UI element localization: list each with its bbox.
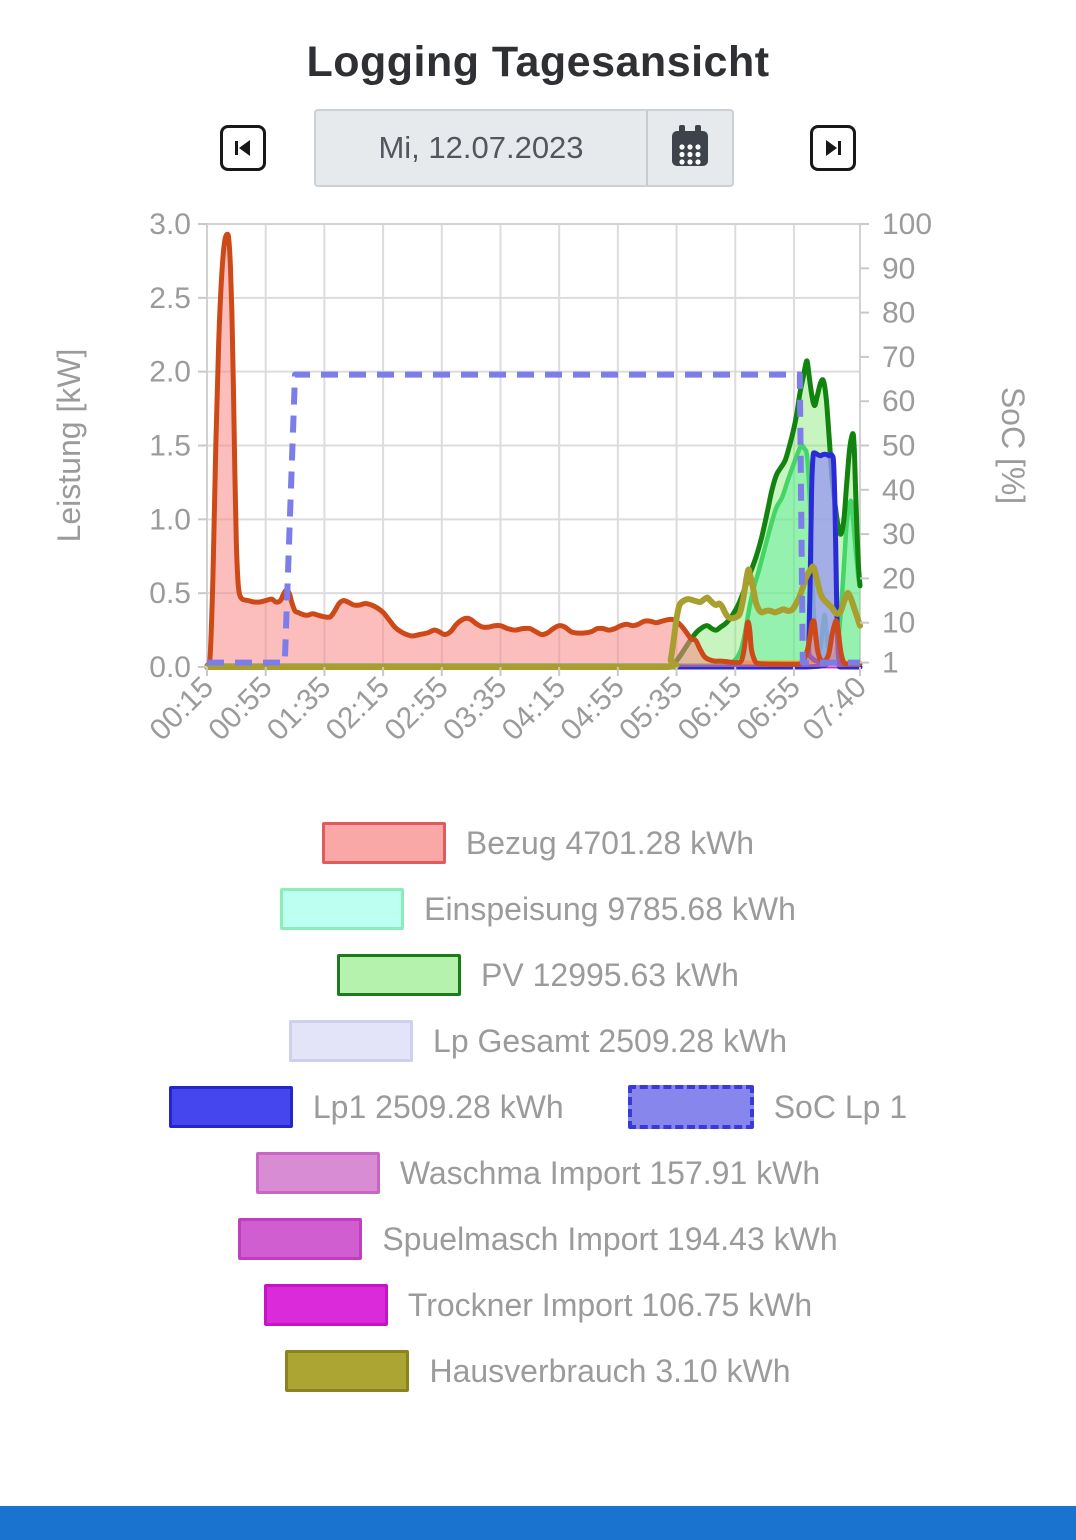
legend-item[interactable]: Lp Gesamt 2509.28 kWh — [289, 1020, 787, 1062]
y-left-axis-title: Leistung [kW] — [51, 349, 87, 543]
y-left-tick-label: 0.5 — [149, 577, 191, 610]
legend-label: PV 12995.63 kWh — [481, 956, 739, 993]
legend-item[interactable]: Einspeisung 9785.68 kWh — [280, 888, 796, 930]
legend-swatch — [168, 1086, 293, 1128]
arrow-left-icon — [231, 136, 255, 160]
date-picker: Mi, 12.07.2023 — [0, 109, 1076, 187]
legend-item[interactable]: PV 12995.63 kWh — [337, 954, 739, 996]
y-right-tick-label: 90 — [882, 252, 915, 285]
legend-row: Lp Gesamt 2509.28 kWh — [0, 1008, 1076, 1074]
legend-row: PV 12995.63 kWh — [0, 942, 1076, 1008]
legend-label: Lp Gesamt 2509.28 kWh — [433, 1022, 787, 1059]
y-right-tick-label: 60 — [882, 385, 915, 418]
y-right-tick-label: 1 — [882, 647, 899, 680]
x-tick-label: 06:55 — [730, 671, 806, 747]
date-value[interactable]: Mi, 12.07.2023 — [378, 130, 584, 165]
chart-legend: Bezug 4701.28 kWh Einspeisung 9785.68 kWh… — [0, 810, 1076, 1404]
calendar-button[interactable] — [646, 111, 732, 185]
legend-label: Hausverbrauch 3.10 kWh — [429, 1352, 791, 1389]
legend-item[interactable]: Lp1 2509.28 kWh — [168, 1086, 564, 1128]
legend-item[interactable]: SoC Lp 1 — [627, 1085, 908, 1129]
y-left-tick-label: 2.5 — [149, 282, 191, 315]
legend-swatch — [255, 1152, 380, 1194]
legend-item[interactable]: Waschma Import 157.91 kWh — [255, 1152, 821, 1194]
legend-label: Einspeisung 9785.68 kWh — [424, 890, 796, 927]
legend-label: Bezug 4701.28 kWh — [465, 824, 755, 861]
legend-swatch — [263, 1284, 388, 1326]
series-line-hausverbrauch — [204, 563, 863, 670]
y-right-tick-label: 100 — [882, 208, 932, 241]
legend-label: Waschma Import 157.91 kWh — [399, 1154, 821, 1191]
y-left-tick-label: 3.0 — [149, 208, 191, 241]
footer-bar — [0, 1506, 1076, 1540]
previous-day-button[interactable] — [220, 125, 266, 171]
x-tick-label: 04:15 — [496, 671, 572, 747]
legend-label: SoC Lp 1 — [773, 1088, 908, 1125]
legend-row: Spuelmasch Import 194.43 kWh — [0, 1206, 1076, 1272]
series-line-soc-lp-1 — [207, 371, 860, 666]
legend-swatch — [321, 822, 446, 864]
x-tick-label: 00:55 — [202, 671, 278, 747]
date-field[interactable]: Mi, 12.07.2023 — [314, 109, 734, 187]
chart-area: 0.0 0.5 1.0 1.5 2.0 2.5 3.0 1 10 20 30 40 50 60 70 80 90… — [0, 199, 1076, 784]
y-left-tick-label: 1.0 — [149, 503, 191, 536]
y-left-tick-label: 0.0 — [149, 651, 191, 684]
y-right-tick-label: 20 — [882, 562, 915, 595]
legend-label: Trockner Import 106.75 kWh — [407, 1286, 813, 1323]
legend-swatch — [289, 1020, 414, 1062]
series-line-pv — [204, 358, 863, 670]
legend-item[interactable]: Trockner Import 106.75 kWh — [263, 1284, 813, 1326]
legend-row: Bezug 4701.28 kWh — [0, 810, 1076, 876]
y-left-tick-label: 2.0 — [149, 356, 191, 389]
x-tick-label: 04:55 — [554, 671, 630, 747]
x-tick-label: 07:40 — [797, 671, 873, 747]
y-right-tick-label: 10 — [882, 607, 915, 640]
x-tick-label: 02:15 — [320, 671, 396, 747]
legend-label: Spuelmasch Import 194.43 kWh — [382, 1220, 838, 1257]
legend-label: Lp1 2509.28 kWh — [312, 1088, 564, 1125]
x-tick-label: 03:35 — [437, 671, 513, 747]
legend-swatch — [280, 888, 405, 930]
legend-swatch — [285, 1350, 410, 1392]
legend-row: Hausverbrauch 3.10 kWh — [0, 1338, 1076, 1404]
y-right-tick-label: 30 — [882, 518, 915, 551]
next-day-button[interactable] — [810, 125, 856, 171]
series-line-bezug — [204, 231, 863, 668]
x-tick-label: 06:15 — [672, 671, 748, 747]
legend-item[interactable]: Hausverbrauch 3.10 kWh — [285, 1350, 791, 1392]
legend-row: Lp1 2509.28 kWh SoC Lp 1 — [0, 1074, 1076, 1140]
legend-row: Einspeisung 9785.68 kWh — [0, 876, 1076, 942]
y-right-tick-label: 50 — [882, 430, 915, 463]
y-right-tick-label: 70 — [882, 341, 915, 374]
legend-swatch — [627, 1085, 754, 1129]
y-right-axis-title: SoC [%] — [995, 387, 1031, 504]
legend-swatch — [337, 954, 462, 996]
x-tick-label: 05:35 — [613, 671, 689, 747]
arrow-right-icon — [821, 136, 845, 160]
legend-swatch — [238, 1218, 363, 1260]
series-fill-bezug — [207, 234, 860, 668]
y-right-tick-label: 80 — [882, 297, 915, 330]
legend-row: Trockner Import 106.75 kWh — [0, 1272, 1076, 1338]
page-title: Logging Tagesansicht — [306, 38, 770, 86]
series-fill-pv — [207, 360, 860, 667]
legend-item[interactable]: Spuelmasch Import 194.43 kWh — [238, 1218, 838, 1260]
y-left-tick-label: 1.5 — [149, 430, 191, 463]
legend-row: Waschma Import 157.91 kWh — [0, 1140, 1076, 1206]
legend-item[interactable]: Bezug 4701.28 kWh — [321, 822, 755, 864]
x-tick-label: 02:55 — [378, 671, 454, 747]
x-tick-label: 01:35 — [261, 671, 337, 747]
y-right-tick-label: 40 — [882, 474, 915, 507]
calendar-icon — [669, 123, 711, 174]
chart-svg: 0.0 0.5 1.0 1.5 2.0 2.5 3.0 1 10 20 30 40 50 60 70 80 90… — [51, 208, 1031, 747]
